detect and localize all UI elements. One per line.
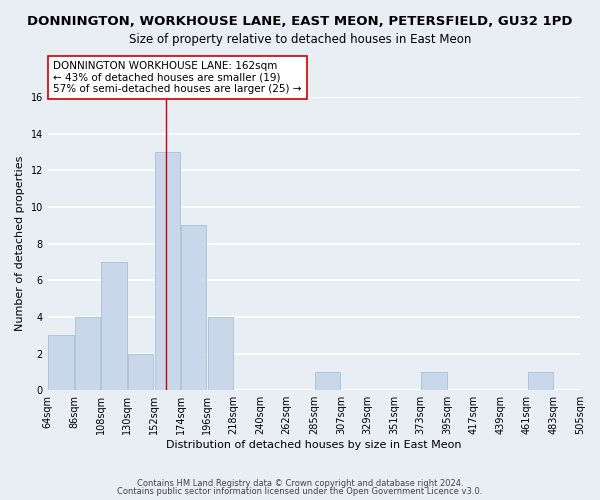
Bar (155, 152, 180, 390)
Bar (421, 372, 446, 390)
Text: Contains public sector information licensed under the Open Government Licence v3: Contains public sector information licen… (118, 487, 482, 496)
Bar (101, 262, 127, 390)
Bar (315, 372, 340, 390)
Text: Contains HM Land Registry data © Crown copyright and database right 2024.: Contains HM Land Registry data © Crown c… (137, 478, 463, 488)
Text: DONNINGTON WORKHOUSE LANE: 162sqm
← 43% of detached houses are smaller (19)
57% : DONNINGTON WORKHOUSE LANE: 162sqm ← 43% … (53, 61, 302, 94)
Bar (128, 354, 154, 390)
Y-axis label: Number of detached properties: Number of detached properties (15, 156, 25, 332)
Bar (527, 372, 553, 390)
Text: Size of property relative to detached houses in East Meon: Size of property relative to detached ho… (129, 32, 471, 46)
Bar (208, 317, 233, 390)
Text: DONNINGTON, WORKHOUSE LANE, EAST MEON, PETERSFIELD, GU32 1PD: DONNINGTON, WORKHOUSE LANE, EAST MEON, P… (27, 15, 573, 28)
Bar (75, 317, 100, 390)
X-axis label: Distribution of detached houses by size in East Meon: Distribution of detached houses by size … (166, 440, 461, 450)
Bar (181, 226, 206, 390)
Bar (49, 335, 74, 390)
